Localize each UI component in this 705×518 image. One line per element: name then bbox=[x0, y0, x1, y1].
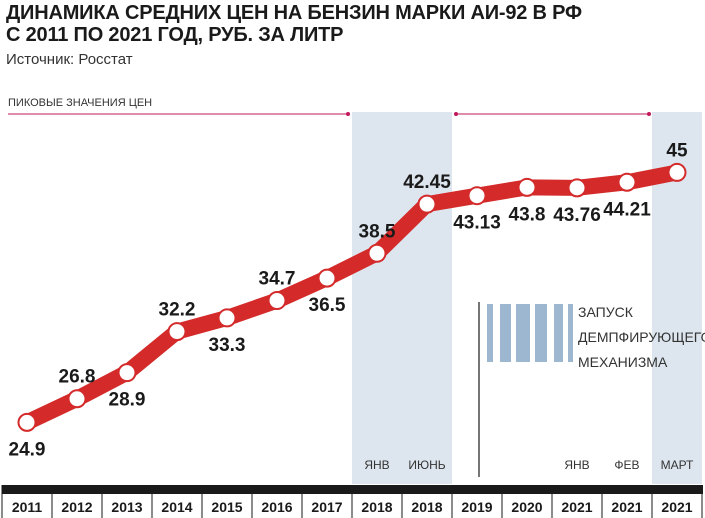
title-line-2: С 2011 ПО 2021 ГОД, РУБ. ЗА ЛИТР bbox=[6, 24, 344, 46]
damper-annotation: ЗАПУСК ДЕМПФИРУЮЩЕГО МЕХАНИЗМА bbox=[578, 304, 705, 370]
data-label: 26.8 bbox=[59, 367, 96, 388]
data-point bbox=[267, 291, 287, 311]
annotation-line-2: ДЕМПФИРУЮЩЕГО bbox=[578, 329, 705, 345]
data-point bbox=[67, 389, 87, 409]
x-tick-label: 2021 bbox=[661, 499, 692, 515]
x-axis: 2011 2012 2013 2014 2015 2016 2017 2018 ЯНВ 2018 И… bbox=[1, 458, 703, 518]
data-point bbox=[317, 268, 337, 288]
data-point bbox=[367, 243, 387, 263]
x-tick-label: 2012 bbox=[61, 499, 92, 515]
logo-stripe-2 bbox=[500, 304, 511, 362]
data-point bbox=[417, 194, 437, 214]
x-tick-label: 2018 bbox=[361, 499, 392, 515]
data-label: 24.9 bbox=[9, 439, 46, 460]
x-month-label: ЯНВ bbox=[364, 458, 389, 472]
data-point bbox=[517, 177, 537, 197]
logo-stripe-4 bbox=[535, 304, 547, 362]
peak-dot-3 bbox=[647, 112, 651, 116]
logo-stripe-6 bbox=[568, 304, 573, 362]
peak-dot-1 bbox=[346, 112, 350, 116]
x-month-label: МАРТ bbox=[661, 458, 694, 472]
data-point bbox=[167, 322, 187, 342]
chart-title: ДИНАМИКА СРЕДНИХ ЦЕН НА БЕНЗИН МАРКИ АИ-… bbox=[6, 2, 582, 46]
x-tick-label: 2019 bbox=[461, 499, 492, 515]
peak-label: ПИКОВЫЕ ЗНАЧЕНИЯ ЦЕН bbox=[8, 97, 152, 109]
x-tick-label: 2018 bbox=[411, 499, 442, 515]
data-label: 28.9 bbox=[109, 390, 146, 411]
x-tick-label: 2011 bbox=[12, 499, 43, 515]
data-point bbox=[17, 412, 37, 432]
annotation-line-3: МЕХАНИЗМА bbox=[578, 354, 668, 370]
x-tick-label: 2015 bbox=[211, 499, 242, 515]
data-point bbox=[567, 178, 587, 198]
x-month-label: ФЕВ bbox=[614, 458, 639, 472]
x-tick-label: 2017 bbox=[311, 499, 342, 515]
peak-dot-2 bbox=[454, 112, 458, 116]
x-month-label: ЯНВ bbox=[564, 458, 589, 472]
title-line-1: ДИНАМИКА СРЕДНИХ ЦЕН НА БЕНЗИН МАРКИ АИ-… bbox=[6, 2, 582, 24]
data-label: 43.13 bbox=[453, 213, 501, 234]
x-tick-label: 2016 bbox=[261, 499, 292, 515]
logo-stripe-1 bbox=[487, 304, 493, 362]
logo-stripe-5 bbox=[554, 304, 563, 362]
logo-stripe-3 bbox=[516, 304, 530, 362]
data-label: 43.8 bbox=[509, 204, 546, 225]
peak-indicator: ПИКОВЫЕ ЗНАЧЕНИЯ ЦЕН bbox=[8, 97, 651, 116]
source-note: Источник: Росстат bbox=[6, 51, 133, 68]
x-tick-label: 2021 bbox=[611, 499, 642, 515]
data-label: 36.5 bbox=[309, 295, 346, 316]
x-tick-label: 2013 bbox=[111, 499, 142, 515]
data-label: 44.21 bbox=[603, 199, 651, 220]
data-point bbox=[217, 308, 237, 328]
data-label: 43.76 bbox=[553, 205, 601, 226]
data-point bbox=[667, 162, 687, 182]
data-label: 38.5 bbox=[359, 221, 396, 242]
data-label: 33.3 bbox=[209, 335, 246, 356]
highlight-band-1 bbox=[352, 112, 452, 484]
annotation-line-1: ЗАПУСК bbox=[578, 304, 634, 320]
data-point bbox=[617, 172, 637, 192]
x-month-label: ИЮНЬ bbox=[408, 458, 445, 472]
price-series: 24.926.828.932.233.334.736.538.542.4543.… bbox=[9, 140, 688, 460]
data-label: 34.7 bbox=[259, 269, 296, 290]
x-tick-label: 2014 bbox=[161, 499, 192, 515]
highlight-bands bbox=[352, 112, 702, 484]
damper-mechanism-icon bbox=[478, 302, 573, 477]
data-point bbox=[467, 186, 487, 206]
data-label: 42.45 bbox=[403, 172, 451, 193]
data-label: 45 bbox=[666, 140, 688, 161]
data-point bbox=[117, 363, 137, 383]
data-label: 32.2 bbox=[159, 300, 196, 321]
x-tick-label: 2021 bbox=[561, 499, 592, 515]
x-tick-label: 2020 bbox=[511, 499, 542, 515]
